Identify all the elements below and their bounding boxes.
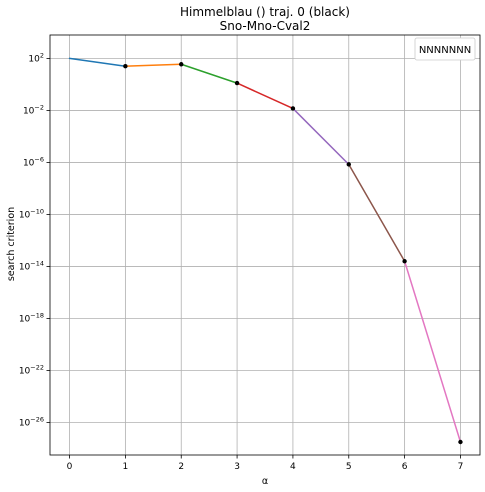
line-segment-1 <box>124 63 182 67</box>
y-tick-label: 102 <box>28 51 44 64</box>
x-tick-label: 3 <box>234 462 240 472</box>
data-point-4 <box>290 106 296 111</box>
legend-entry: NNNNNNN <box>419 45 471 56</box>
line-segment-2 <box>180 63 238 84</box>
data-markers <box>123 62 463 445</box>
y-tick-label-exponent: 2 <box>40 51 44 59</box>
y-tick-label: 10−6 <box>23 155 44 168</box>
x-tick-label: 7 <box>458 462 464 472</box>
grid <box>50 35 480 455</box>
x-tick-label: 0 <box>67 462 73 472</box>
line-segment-3 <box>236 82 294 110</box>
data-point-6 <box>402 259 407 264</box>
x-tick-label: 1 <box>123 462 129 472</box>
y-axis-label: search criterion <box>6 207 17 281</box>
legend: NNNNNNN <box>414 37 476 61</box>
data-point-2 <box>179 62 184 67</box>
y-tick-label-base: 10 <box>19 418 31 428</box>
line-segment-6 <box>403 260 462 443</box>
data-point-7 <box>458 439 463 445</box>
y-tick-label: 10−2 <box>23 103 44 116</box>
x-tick-label: 4 <box>290 462 296 472</box>
y-tick-label: 10−18 <box>19 311 44 324</box>
y-tick-label-base: 10 <box>19 210 31 220</box>
y-tick-label-exponent: −22 <box>30 363 44 371</box>
data-point-1 <box>123 64 128 69</box>
x-tick-label: 6 <box>402 462 408 472</box>
y-tick-label-exponent: −10 <box>30 207 44 215</box>
y-tick-label: 10−10 <box>19 207 44 220</box>
data-series <box>68 57 462 443</box>
y-tick-label-exponent: −14 <box>30 259 44 267</box>
chart-subtitle: Sno-Mno-Cval2 <box>220 19 311 33</box>
y-tick-label-base: 10 <box>19 366 31 376</box>
line-segment-0 <box>68 57 127 67</box>
y-tick-label-exponent: −2 <box>34 103 44 111</box>
data-point-5 <box>346 162 351 167</box>
x-tick-label: 5 <box>346 462 352 472</box>
y-tick-label-base: 10 <box>23 158 35 168</box>
x-tick-label: 2 <box>178 462 184 472</box>
legend-box <box>414 37 476 61</box>
y-tick-label-base: 10 <box>23 106 35 116</box>
x-axis-ticks: 0 1 2 3 4 5 6 7 <box>67 455 464 472</box>
y-tick-label: 10−22 <box>19 363 44 376</box>
x-axis-label: α <box>262 476 268 487</box>
chart-title: Himmelblau () traj. 0 (black) <box>180 5 350 19</box>
plot-frame <box>49 34 481 456</box>
line-segment-4 <box>292 107 350 166</box>
y-tick-label-exponent: −26 <box>30 415 44 423</box>
line-segment-5 <box>348 163 406 263</box>
y-tick-label-base: 10 <box>19 314 31 324</box>
data-point-3 <box>234 80 240 86</box>
y-tick-label-exponent: −6 <box>34 155 44 163</box>
y-tick-label-base: 10 <box>28 54 40 64</box>
y-tick-label-base: 10 <box>19 262 31 272</box>
y-tick-label: 10−14 <box>19 259 44 272</box>
y-tick-label: 10−26 <box>19 415 44 428</box>
y-tick-label-exponent: −18 <box>30 311 44 319</box>
